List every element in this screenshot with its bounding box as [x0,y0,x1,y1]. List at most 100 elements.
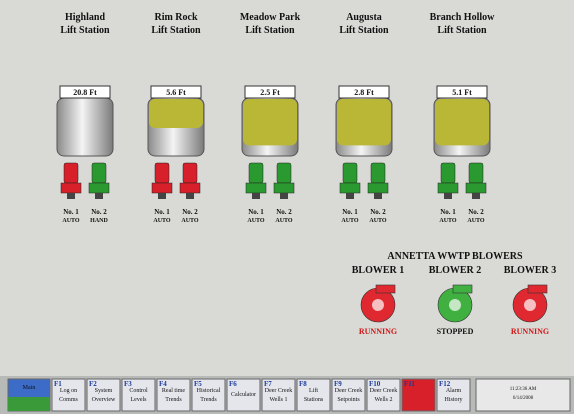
clock-box [475,378,571,412]
level-box [436,85,488,99]
function-key[interactable] [226,378,261,412]
pump-label: AUTO [369,218,387,224]
tank-level [243,99,297,146]
level-text: 5.1 Ft [452,88,472,97]
blower-hub [449,299,461,311]
station-name: Lift Station [151,25,201,36]
pump-label: AUTO [247,218,265,224]
function-key[interactable] [366,378,401,412]
pump-base [158,193,166,199]
function-key[interactable] [191,378,226,412]
key-label: Control [129,388,148,394]
key-label: Main [23,385,36,391]
blowers-title: ANNETTA WWTP BLOWERS [387,251,523,262]
function-key[interactable] [51,378,86,412]
function-key[interactable] [436,378,471,412]
key-number: F5 [194,380,202,388]
key-label: Log on [60,388,77,394]
key-label: Calculator [231,392,256,398]
key-number: F8 [299,380,307,388]
pump-body [437,182,459,194]
function-key[interactable] [296,378,331,412]
pump-motor [342,162,358,184]
pump-motor [63,162,79,184]
level-text: 5.6 Ft [166,88,186,97]
key-label: Alarm [446,388,462,394]
pump-motor [154,162,170,184]
blower-status: STOPPED [437,327,474,336]
pump-body [367,182,389,194]
pump-label: AUTO [62,218,80,224]
key-label: Deer Creek [265,388,292,394]
pump-motor [468,162,484,184]
pump-label: HAND [90,218,108,224]
pump-base [186,193,194,199]
pump-label: AUTO [181,218,199,224]
blower-hub [372,299,384,311]
tank-level [337,99,391,146]
blower-name: BLOWER 2 [429,265,482,276]
pump-label: AUTO [439,218,457,224]
pump-label: No. 2 [182,208,198,216]
station-name: Lift Station [60,25,110,36]
pump-body [339,182,361,194]
function-key[interactable] [86,378,121,412]
key-number: F2 [89,380,97,388]
blower-outlet [527,284,548,294]
key-label: Wells 2 [374,397,392,403]
key-label: Trends [200,397,217,403]
tank-level [435,99,489,146]
function-key[interactable] [331,378,366,412]
pump-label: No. 1 [63,208,79,216]
level-box [244,85,296,99]
station-name: Rim Rock [154,12,197,23]
station-name: Branch Hollow [430,12,496,23]
level-box [338,85,390,99]
station-name: Meadow Park [240,12,301,23]
key-label: System [95,388,113,394]
pump-body [465,182,487,194]
pump-label: No. 1 [440,208,456,216]
pump-label: AUTO [467,218,485,224]
pump-label: No. 1 [154,208,170,216]
pump-label: No. 2 [468,208,484,216]
key-label: Stations [304,397,324,403]
key-label: Deer Creek [335,388,362,394]
key-number: F11 [404,380,415,388]
level-text: 20.8 Ft [73,88,97,97]
key-number: F6 [229,380,237,388]
key-number: F1 [54,380,62,388]
clock: 11:23:36 AM [510,387,537,392]
pump-label: No. 2 [276,208,292,216]
key-label: Overview [92,397,116,403]
level-box [59,85,111,99]
blower-outlet [375,284,396,294]
key-number: F12 [439,380,451,388]
function-key[interactable] [156,378,191,412]
function-key[interactable] [401,378,436,412]
pump-label: AUTO [153,218,171,224]
key-number: F10 [369,380,381,388]
blower-outlet [452,284,473,294]
function-key[interactable] [121,378,156,412]
pump-label: No. 1 [248,208,264,216]
blower-name: BLOWER 1 [352,265,405,276]
pump-label: AUTO [341,218,359,224]
pump-body [273,182,295,194]
tank [56,97,114,157]
pump-base [374,193,382,199]
blower-hub [524,299,536,311]
pump-base [280,193,288,199]
key-label: History [445,397,463,403]
pump-motor [440,162,456,184]
pump-motor [91,162,107,184]
key-number: F3 [124,380,132,388]
pump-base [67,193,75,199]
pump-body [60,182,82,194]
function-key[interactable] [261,378,296,412]
station-name: Lift Station [245,25,295,36]
station-name: Lift Station [339,25,389,36]
key-label: Deer Creek [370,388,397,394]
pump-body [245,182,267,194]
key-number: F9 [334,380,342,388]
